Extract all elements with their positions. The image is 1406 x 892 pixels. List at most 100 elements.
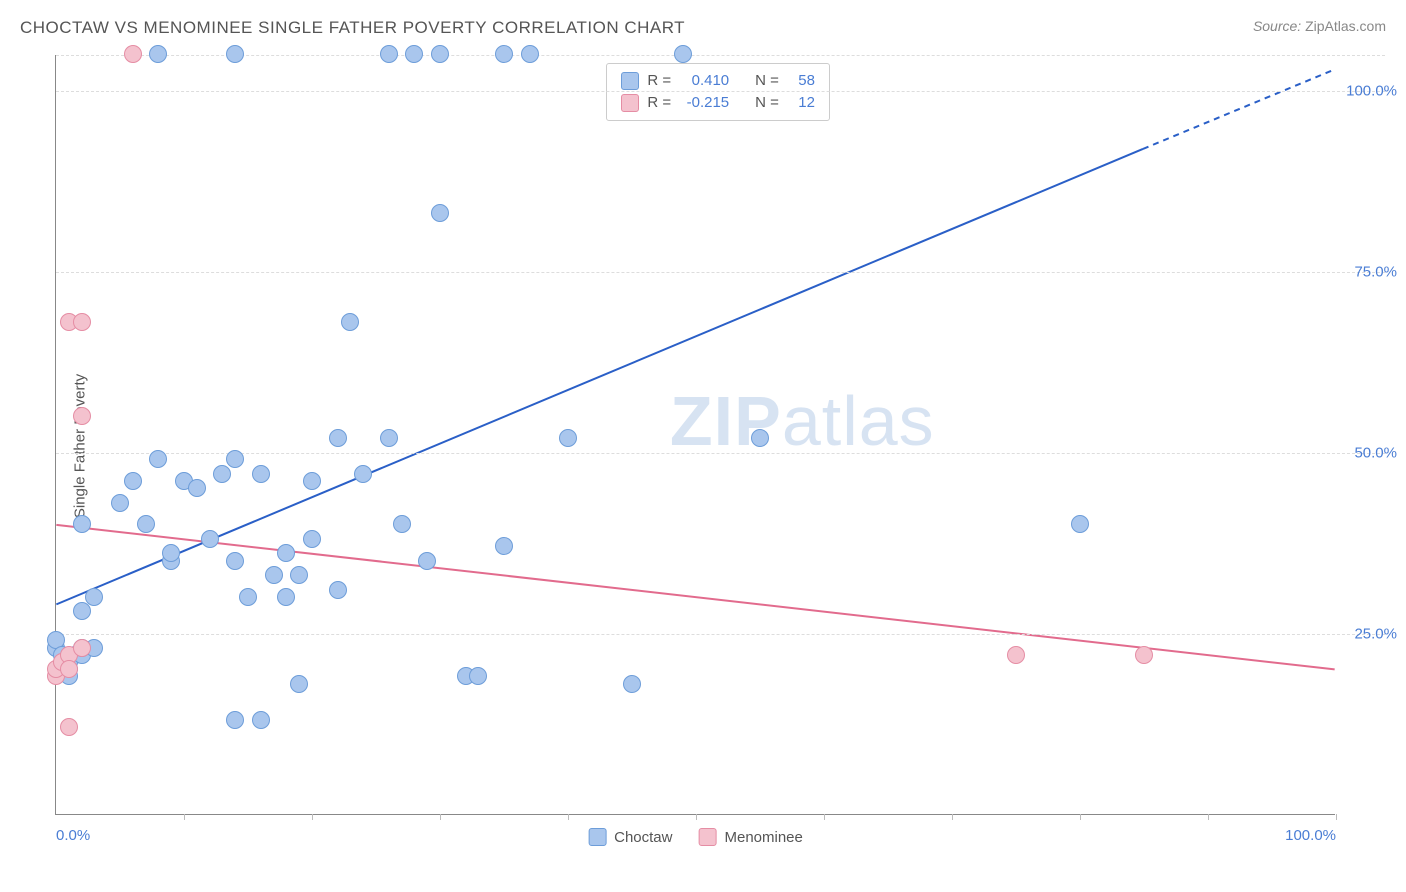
data-point (188, 479, 206, 497)
data-point (354, 465, 372, 483)
legend-series-name: Choctaw (614, 829, 672, 846)
data-point (226, 450, 244, 468)
data-point (431, 45, 449, 63)
data-point (1071, 515, 1089, 533)
data-point (521, 45, 539, 63)
data-point (73, 313, 91, 331)
data-point (265, 566, 283, 584)
data-point (73, 602, 91, 620)
trend-lines (56, 55, 1335, 814)
scatter-plot: ZIPatlas R =0.410N =58R =-0.215N =12 Cho… (55, 55, 1335, 815)
data-point (124, 472, 142, 490)
data-point (290, 675, 308, 693)
gridline-h (56, 91, 1385, 92)
data-point (226, 711, 244, 729)
x-tick-mark (696, 814, 697, 820)
chart-header: CHOCTAW VS MENOMINEE SINGLE FATHER POVER… (20, 18, 1386, 42)
trend-line-extrapolated (1143, 69, 1335, 149)
gridline-h (56, 634, 1385, 635)
data-point (623, 675, 641, 693)
data-point (495, 537, 513, 555)
data-point (405, 45, 423, 63)
data-point (290, 566, 308, 584)
legend-swatch (698, 828, 716, 846)
legend-r-value: -0.215 (679, 92, 729, 114)
x-tick-mark (1208, 814, 1209, 820)
data-point (60, 718, 78, 736)
data-point (303, 530, 321, 548)
data-point (137, 515, 155, 533)
data-point (559, 429, 577, 447)
legend-n-value: 12 (787, 92, 815, 114)
x-tick-mark (568, 814, 569, 820)
legend-row: R = -0.215 N = 12 (621, 92, 815, 114)
trend-line (56, 149, 1143, 604)
x-tick-mark (824, 814, 825, 820)
data-point (226, 45, 244, 63)
data-point (303, 472, 321, 490)
x-tick-mark (1336, 814, 1337, 820)
data-point (60, 660, 78, 678)
y-tick-label: 50.0% (1354, 445, 1397, 462)
legend-r-value: 0.410 (679, 70, 729, 92)
x-tick-mark (184, 814, 185, 820)
data-point (124, 45, 142, 63)
data-point (85, 588, 103, 606)
x-tick-label: 0.0% (56, 827, 90, 844)
x-tick-mark (1080, 814, 1081, 820)
legend-item: Menominee (698, 828, 802, 846)
legend-row: R = 0.410 N = 58 (621, 70, 815, 92)
x-tick-mark (952, 814, 953, 820)
gridline-h (56, 453, 1385, 454)
data-point (393, 515, 411, 533)
legend-n-label: N = (755, 92, 779, 114)
x-tick-label: 100.0% (1285, 827, 1336, 844)
data-point (73, 515, 91, 533)
data-point (213, 465, 231, 483)
data-point (380, 45, 398, 63)
legend-n-value: 58 (787, 70, 815, 92)
source-label: Source: (1253, 18, 1301, 34)
gridline-h (56, 55, 1385, 56)
x-tick-mark (440, 814, 441, 820)
data-point (341, 313, 359, 331)
data-point (380, 429, 398, 447)
data-point (1007, 646, 1025, 664)
data-point (495, 45, 513, 63)
data-point (469, 667, 487, 685)
watermark-rest: atlas (782, 382, 935, 460)
legend-series: Choctaw Menominee (588, 828, 803, 846)
watermark: ZIPatlas (670, 381, 935, 461)
data-point (277, 588, 295, 606)
data-point (674, 45, 692, 63)
legend-swatch (621, 72, 639, 90)
legend-r-label: R = (647, 92, 671, 114)
watermark-bold: ZIP (670, 382, 782, 460)
data-point (111, 494, 129, 512)
data-point (73, 639, 91, 657)
data-point (418, 552, 436, 570)
source-value: ZipAtlas.com (1305, 18, 1386, 34)
y-tick-label: 75.0% (1354, 264, 1397, 281)
legend-swatch (588, 828, 606, 846)
data-point (162, 544, 180, 562)
legend-swatch (621, 94, 639, 112)
data-point (1135, 646, 1153, 664)
chart-title: CHOCTAW VS MENOMINEE SINGLE FATHER POVER… (20, 18, 685, 37)
gridline-h (56, 272, 1385, 273)
legend-n-label: N = (755, 70, 779, 92)
data-point (751, 429, 769, 447)
y-tick-label: 25.0% (1354, 626, 1397, 643)
data-point (329, 429, 347, 447)
y-tick-label: 100.0% (1346, 83, 1397, 100)
legend-series-name: Menominee (724, 829, 802, 846)
data-point (226, 552, 244, 570)
legend-r-label: R = (647, 70, 671, 92)
data-point (277, 544, 295, 562)
data-point (149, 450, 167, 468)
x-tick-mark (312, 814, 313, 820)
source: Source: ZipAtlas.com (1253, 18, 1386, 34)
data-point (252, 711, 270, 729)
data-point (149, 45, 167, 63)
data-point (73, 407, 91, 425)
